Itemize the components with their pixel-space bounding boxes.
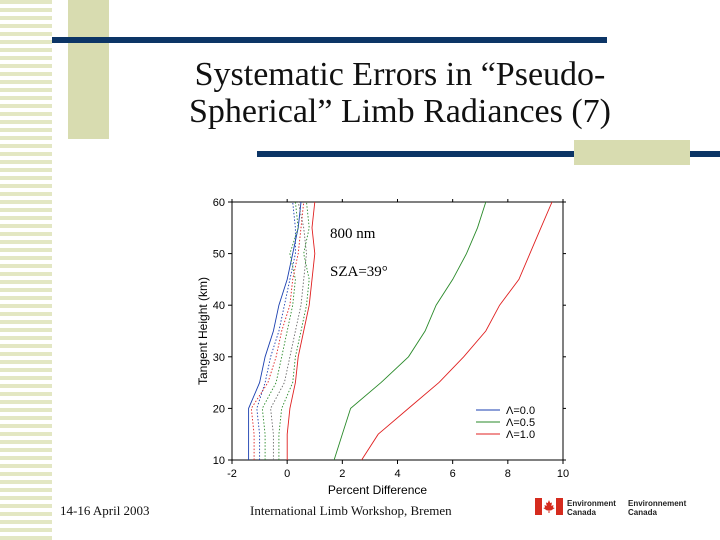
logo-en-line-1: Environment: [567, 499, 616, 508]
y-tick-label: 30: [213, 352, 225, 364]
x-tick-label: 10: [557, 468, 569, 480]
x-tick-label: 2: [339, 468, 345, 480]
series-line-7: [270, 201, 307, 460]
series-line-9: [286, 201, 316, 460]
logo-en-line-2: Canada: [567, 508, 596, 517]
series-line-1: [248, 201, 302, 460]
y-tick-label: 10: [213, 455, 225, 467]
series-line-2: [333, 201, 487, 461]
footer-date: 14-16 April 2003: [60, 503, 150, 518]
y-axis-label: Tangent Height (km): [196, 277, 210, 385]
bottom-accent-block: [574, 140, 690, 165]
annotation-wavelength: 800 nm: [330, 226, 376, 242]
y-tick-label: 40: [213, 300, 225, 312]
y-tick-label: 50: [213, 249, 225, 261]
x-tick-label: 0: [284, 468, 290, 480]
slide-title-line-1: Systematic Errors in “Pseudo-: [194, 56, 606, 93]
series-line-5: [261, 201, 299, 460]
left-stripe-decoration: [0, 0, 52, 540]
logo-text-fr: Environnement Canada: [628, 499, 686, 517]
legend-label: Λ=0.5: [506, 417, 535, 429]
series-line-6: [250, 201, 305, 460]
x-axis-label: Percent Difference: [328, 483, 427, 497]
tangent-height-chart: -2 0 2 4 6 8 10 10 20 30 40 50 60 Percent Difference T…: [196, 197, 569, 497]
x-tick-label: 4: [394, 468, 400, 480]
y-tick-label: 60: [213, 197, 225, 209]
bottom-accent-bar: [257, 151, 720, 157]
y-tick-label: 20: [213, 403, 225, 415]
series-line-4: [256, 201, 296, 460]
annotation-sza: SZA=39°: [330, 264, 388, 280]
series-line-3: [361, 201, 553, 461]
legend-label: Λ=1.0: [506, 429, 535, 441]
slide-title-line-2: Spherical” Limb Radiances (7): [188, 93, 611, 130]
slide-title: Systematic Errors in “Pseudo- Spherical”…: [150, 56, 650, 130]
logo-fr-line-1: Environnement: [628, 499, 687, 508]
environment-canada-logo: Environment Canada Environnement Canada: [535, 495, 705, 523]
series-line-8: [278, 201, 310, 460]
top-accent-bar: [52, 37, 607, 43]
top-accent-block: [68, 0, 109, 139]
x-tick-label: -2: [227, 468, 237, 480]
x-tick-label: 6: [450, 468, 456, 480]
legend-label: Λ=0.0: [506, 405, 535, 417]
x-tick-label: 8: [505, 468, 511, 480]
footer-event: International Limb Workshop, Bremen: [250, 503, 452, 518]
canada-flag-icon: [535, 498, 563, 515]
logo-text-en: Environment Canada: [567, 499, 616, 517]
logo-fr-line-2: Canada: [628, 508, 657, 517]
